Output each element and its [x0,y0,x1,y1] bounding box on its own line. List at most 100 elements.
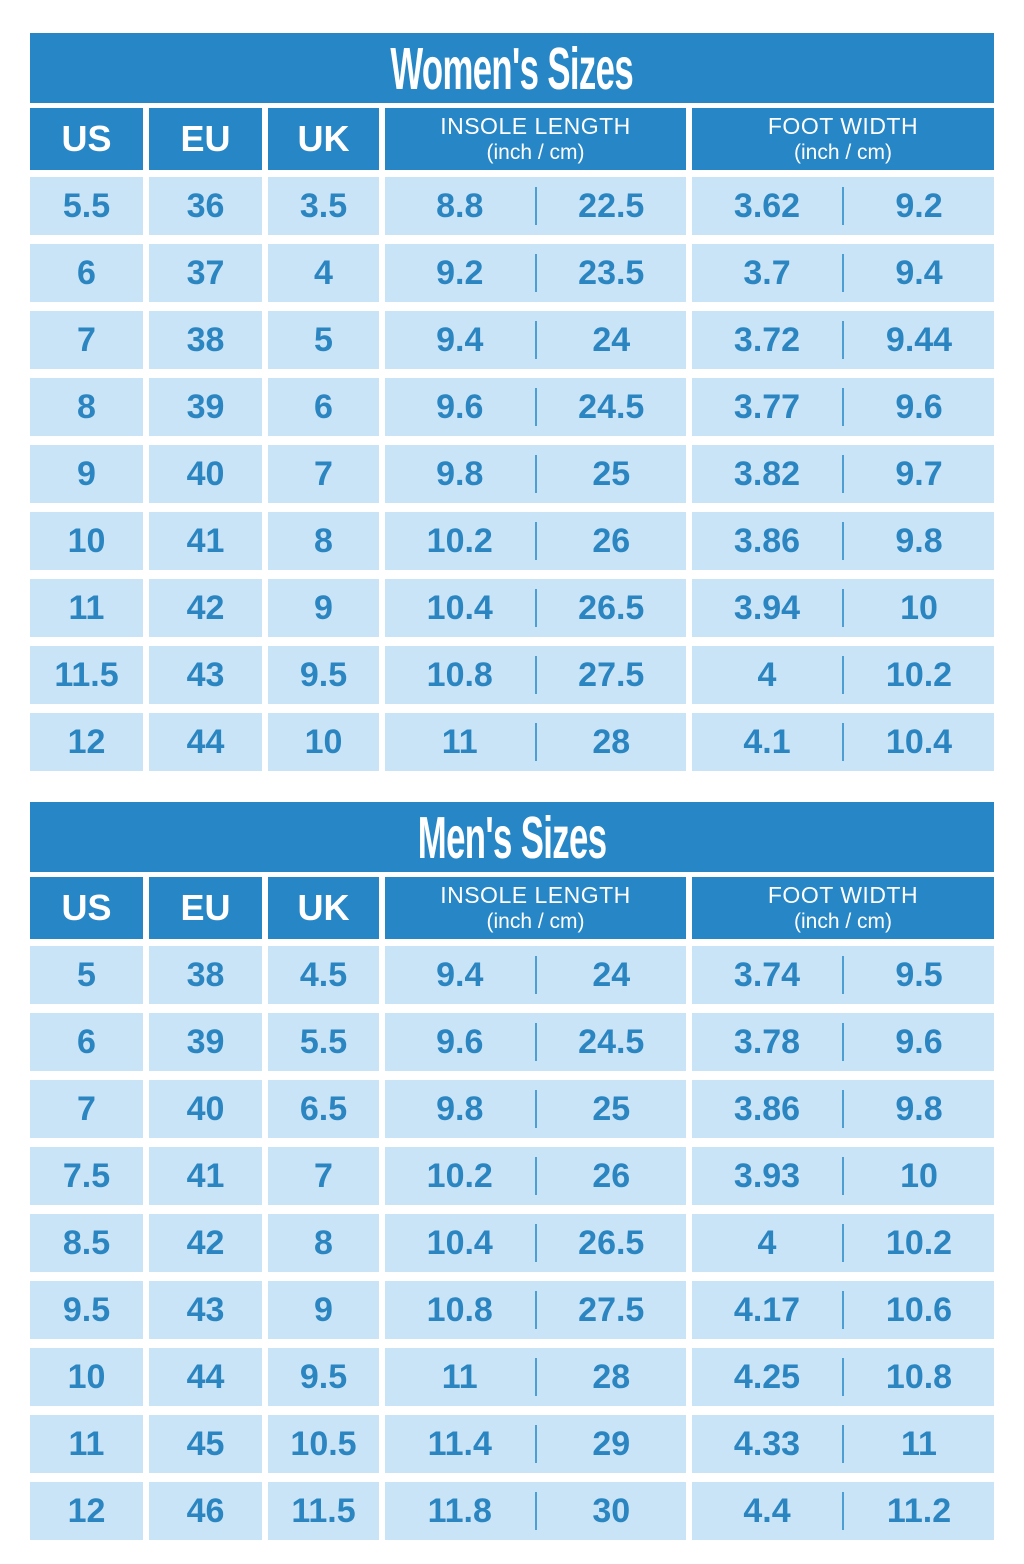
cell-foot-width: 4 10.2 [692,646,994,704]
insole-cm-value: 23.5 [578,253,645,292]
mens-size-table: Men's Sizes US EU UK INSOLE LENGTH (inch… [30,802,994,1540]
foot-width-cm-value: 11 [901,1424,937,1463]
cell-us-size: 12 [30,713,143,771]
cell-us-size: 9.5 [30,1281,143,1339]
insole-cm-value: 22.5 [578,186,645,225]
size-row: 11.5 43 9.5 10.8 27.5 4 10.2 [30,646,994,704]
foot-width-inch-value: 4.17 [733,1290,801,1329]
foot-width-cm-value: 9.2 [895,186,943,225]
header-foot-line2: (inch / cm) [793,909,892,933]
insole-cm-value: 28 [592,722,631,761]
foot-width-cm-value: 10.2 [885,655,953,694]
mens-header-row: US EU UK INSOLE LENGTH (inch / cm) FOOT … [30,877,994,939]
size-row: 7 38 5 9.4 24 3.72 9.44 [30,311,994,369]
cell-us-size: 9 [30,445,143,503]
header-foot-line1: FOOT WIDTH [767,113,919,140]
header-us-label: US [61,118,112,159]
foot-width-cm-value: 9.6 [895,387,943,426]
mens-title-bar: Men's Sizes [30,802,994,872]
foot-width-inch-value: 4.4 [743,1491,791,1530]
cell-insole-length: 10.2 26 [385,1147,686,1205]
cell-uk-size: 9 [268,579,379,637]
foot-width-inch-value: 4.25 [733,1357,801,1396]
size-row: 6 37 4 9.2 23.5 3.7 9.4 [30,244,994,302]
cell-divider [534,1358,537,1396]
cell-divider [534,187,537,225]
foot-width-inch-value: 3.62 [733,186,801,225]
cell-divider [534,388,537,426]
cell-divider [534,1224,537,1262]
cell-insole-length: 9.8 25 [385,445,686,503]
size-row: 7.5 41 7 10.2 26 3.93 10 [30,1147,994,1205]
cell-us-size: 10 [30,512,143,570]
cell-eu-size: 42 [149,1214,262,1272]
foot-width-inch-value: 3.86 [733,521,801,560]
insole-inch-value: 10.8 [426,655,493,694]
womens-header-row: US EU UK INSOLE LENGTH (inch / cm) FOOT … [30,108,994,170]
header-foot-line2: (inch / cm) [793,140,892,164]
header-uk: UK [268,877,379,939]
cell-divider [842,1492,844,1530]
insole-inch-value: 11 [441,1357,478,1396]
foot-width-inch-value: 3.94 [733,588,801,627]
cell-uk-size: 4.5 [268,946,379,1004]
header-uk: UK [268,108,379,170]
cell-foot-width: 3.74 9.5 [692,946,994,1004]
foot-width-cm-value: 9.44 [885,320,953,359]
cell-divider [534,1023,537,1061]
foot-width-cm-value: 10 [900,588,938,627]
header-insole-line2: (inch / cm) [486,140,585,164]
insole-inch-value: 9.4 [436,320,484,359]
header-foot-line1: FOOT WIDTH [767,882,919,909]
cell-insole-length: 11.4 29 [385,1415,686,1473]
cell-uk-size: 11.5 [268,1482,379,1540]
cell-divider [534,1492,537,1530]
cell-foot-width: 3.82 9.7 [692,445,994,503]
foot-width-inch-value: 3.7 [743,253,791,292]
cell-divider [842,1157,844,1195]
header-eu-label: EU [180,887,231,928]
cell-uk-size: 9.5 [268,646,379,704]
cell-divider [842,956,844,994]
cell-foot-width: 3.62 9.2 [692,177,994,235]
foot-width-cm-value: 11.2 [886,1491,952,1530]
size-row: 6 39 5.5 9.6 24.5 3.78 9.6 [30,1013,994,1071]
cell-divider [534,1425,537,1463]
cell-insole-length: 10.4 26.5 [385,1214,686,1272]
cell-eu-size: 45 [149,1415,262,1473]
size-row: 11 45 10.5 11.4 29 4.33 11 [30,1415,994,1473]
cell-foot-width: 4.4 11.2 [692,1482,994,1540]
size-row: 8 39 6 9.6 24.5 3.77 9.6 [30,378,994,436]
cell-insole-length: 10.4 26.5 [385,579,686,637]
cell-us-size: 6 [30,244,143,302]
cell-divider [842,1224,844,1262]
cell-us-size: 11 [30,1415,143,1473]
cell-uk-size: 7 [268,1147,379,1205]
insole-cm-value: 27.5 [578,1290,645,1329]
foot-width-inch-value: 4 [757,655,777,694]
cell-foot-width: 4.25 10.8 [692,1348,994,1406]
cell-insole-length: 9.6 24.5 [385,1013,686,1071]
cell-insole-length: 9.6 24.5 [385,378,686,436]
size-row: 5.5 36 3.5 8.8 22.5 3.62 9.2 [30,177,994,235]
cell-divider [842,455,844,493]
header-eu: EU [149,877,262,939]
foot-width-cm-value: 10.2 [885,1223,953,1262]
cell-divider [534,254,537,292]
cell-eu-size: 42 [149,579,262,637]
cell-divider [842,388,844,426]
cell-eu-size: 43 [149,646,262,704]
foot-width-cm-value: 10.8 [885,1357,953,1396]
cell-insole-length: 10.8 27.5 [385,1281,686,1339]
cell-eu-size: 41 [149,512,262,570]
cell-eu-size: 38 [149,946,262,1004]
cell-insole-length: 9.4 24 [385,946,686,1004]
header-eu: EU [149,108,262,170]
size-row: 10 41 8 10.2 26 3.86 9.8 [30,512,994,570]
cell-divider [534,723,537,761]
cell-divider [534,1157,537,1195]
cell-uk-size: 7 [268,445,379,503]
cell-divider [534,321,537,359]
insole-cm-value: 26.5 [578,588,645,627]
cell-divider [842,321,844,359]
